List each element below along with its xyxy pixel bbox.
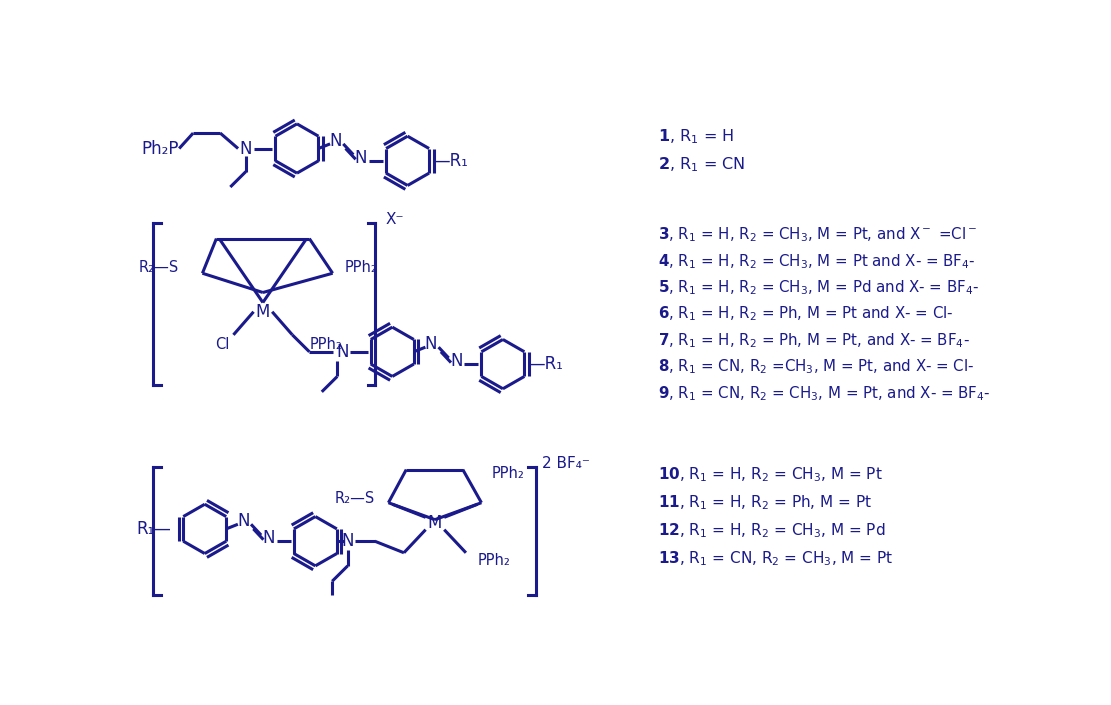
Text: M: M: [256, 302, 270, 321]
Text: N: N: [262, 529, 276, 547]
Text: Cl: Cl: [216, 336, 230, 352]
Text: Ph₂P: Ph₂P: [142, 140, 179, 157]
Text: N: N: [424, 335, 437, 353]
Text: N: N: [450, 352, 462, 370]
Text: M: M: [428, 515, 442, 532]
Text: —R₁: —R₁: [433, 152, 468, 170]
Text: R₂—S: R₂—S: [336, 491, 376, 506]
Text: N: N: [240, 140, 252, 157]
Text: PPh₂: PPh₂: [478, 553, 510, 568]
Text: N: N: [329, 132, 342, 149]
Text: —R₁: —R₁: [528, 355, 563, 373]
Text: PPh₂: PPh₂: [309, 336, 342, 352]
Text: $\mathbf{1}$, R$_1$ = H
$\mathbf{2}$, R$_1$ = CN: $\mathbf{1}$, R$_1$ = H $\mathbf{2}$, R$…: [658, 127, 745, 174]
Text: PPh₂: PPh₂: [344, 259, 377, 274]
Text: R₂—S: R₂—S: [139, 259, 179, 274]
Text: R₁—: R₁—: [137, 520, 171, 538]
Text: X⁻: X⁻: [386, 212, 403, 227]
Text: N: N: [341, 532, 354, 550]
Text: $\mathbf{3}$, R$_1$ = H, R$_2$ = CH$_3$, M = Pt, and X$^-$ =Cl$^-$
$\mathbf{4}$,: $\mathbf{3}$, R$_1$ = H, R$_2$ = CH$_3$,…: [658, 226, 991, 403]
Text: N: N: [337, 343, 349, 361]
Text: $\mathbf{10}$, R$_1$ = H, R$_2$ = CH$_3$, M = Pt
$\mathbf{11}$, R$_1$ = H, R$_2$: $\mathbf{10}$, R$_1$ = H, R$_2$ = CH$_3$…: [658, 466, 893, 568]
Text: 2 BF₄⁻: 2 BF₄⁻: [542, 456, 590, 471]
Text: N: N: [237, 513, 250, 530]
Text: PPh₂: PPh₂: [491, 466, 524, 481]
Text: N: N: [354, 149, 368, 167]
